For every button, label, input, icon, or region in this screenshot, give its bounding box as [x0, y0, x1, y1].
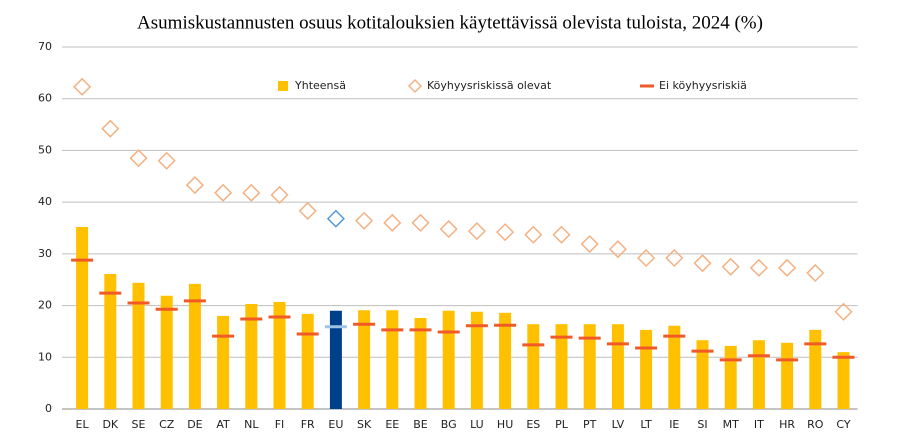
bar: [160, 295, 173, 409]
legend-label: Yhteensä: [294, 79, 346, 92]
diamond-marker: [834, 302, 853, 321]
x-tick-label: FR: [301, 418, 315, 431]
diamond-marker: [129, 149, 148, 168]
x-tick-label: LT: [640, 418, 652, 431]
bar: [301, 313, 314, 409]
y-tick-label: 20: [38, 299, 52, 312]
bar: [499, 312, 512, 409]
bar: [104, 274, 117, 409]
y-tick-label: 0: [45, 402, 52, 415]
bar: [245, 304, 258, 409]
bar: [555, 324, 568, 409]
diamond-marker: [552, 225, 571, 244]
diamond-marker: [326, 209, 345, 228]
x-tick-label: ES: [526, 418, 540, 431]
bar: [386, 310, 399, 409]
x-tick-label: HR: [779, 418, 795, 431]
x-tick-label: LV: [612, 418, 625, 431]
bar: [273, 301, 286, 409]
bar: [640, 329, 653, 409]
legend-label: Ei köyhyysriskiä: [659, 79, 747, 92]
x-tick-label: PT: [583, 418, 597, 431]
chart-title: Asumiskustannusten osuus kotitalouksien …: [137, 12, 763, 33]
diamond-marker: [693, 254, 712, 273]
x-tick-label: SI: [697, 418, 707, 431]
y-tick-label: 60: [38, 92, 52, 105]
x-tick-label: DE: [187, 418, 202, 431]
x-tick-label: SE: [132, 418, 146, 431]
diamond-marker: [778, 258, 797, 277]
bar: [217, 315, 230, 409]
x-tick-label: PL: [555, 418, 569, 431]
x-tick-label: FI: [275, 418, 285, 431]
diamond-marker: [214, 183, 233, 202]
diamond-marker: [101, 119, 120, 138]
diamond-marker: [185, 176, 204, 195]
bar: [809, 329, 822, 409]
bar: [358, 310, 371, 409]
x-tick-label: EU: [328, 418, 343, 431]
y-tick-label: 30: [38, 247, 52, 260]
x-tick-label: SK: [357, 418, 372, 431]
legend-label: Köyhyysriskissä olevat: [427, 79, 552, 92]
diamond-marker: [383, 213, 402, 232]
bar: [132, 282, 145, 409]
bar: [611, 324, 624, 409]
bar: [781, 342, 794, 409]
x-tick-label: EE: [385, 418, 399, 431]
diamond-marker: [580, 234, 599, 254]
x-tick-label: BE: [413, 418, 428, 431]
x-tick-label: NL: [244, 418, 259, 431]
x-tick-label: LU: [470, 418, 484, 431]
diamond-marker: [608, 240, 627, 259]
diamond-marker: [157, 151, 176, 170]
diamond-marker: [806, 263, 825, 283]
bar: [527, 324, 540, 409]
diamond-marker: [270, 185, 289, 204]
diamond-marker: [467, 222, 486, 241]
y-tick-label: 50: [38, 143, 52, 156]
diamond-marker: [496, 223, 515, 242]
diamond-marker: [355, 211, 374, 230]
diamond-marker: [637, 248, 656, 268]
bar: [188, 283, 201, 409]
y-tick-label: 40: [38, 195, 52, 208]
diamond-marker: [298, 201, 317, 220]
x-tick-label: EL: [76, 418, 90, 431]
bar: [668, 325, 681, 409]
diamond-marker: [665, 248, 684, 268]
diamond-marker: [749, 258, 768, 277]
bar: [724, 345, 737, 409]
x-tick-label: IT: [754, 418, 764, 431]
x-tick-label: CZ: [159, 418, 175, 431]
legend-swatch: [278, 81, 288, 91]
diamond-marker: [242, 183, 261, 202]
x-tick-label: HU: [497, 418, 513, 431]
diamond-marker: [524, 225, 543, 244]
bar: [442, 310, 455, 409]
diamond-marker: [73, 77, 92, 96]
bar: [470, 311, 483, 409]
y-tick-label: 10: [38, 350, 52, 363]
x-tick-label: CY: [836, 418, 850, 431]
diamond-marker: [439, 219, 458, 239]
x-tick-label: BG: [441, 418, 457, 431]
bar: [837, 352, 850, 409]
diamond-marker: [411, 213, 430, 232]
bar: [696, 340, 709, 409]
bar: [329, 310, 342, 409]
bar: [752, 340, 765, 409]
x-tick-label: MT: [723, 418, 739, 431]
x-tick-label: DK: [102, 418, 118, 431]
diamond-marker: [721, 257, 740, 276]
bar: [76, 226, 89, 409]
x-tick-label: RO: [807, 418, 824, 431]
bar: [414, 317, 427, 409]
bar: [583, 324, 596, 409]
y-tick-label: 70: [38, 40, 52, 53]
legend-swatch: [407, 78, 423, 94]
x-tick-label: IE: [669, 418, 679, 431]
x-tick-label: AT: [216, 418, 230, 431]
